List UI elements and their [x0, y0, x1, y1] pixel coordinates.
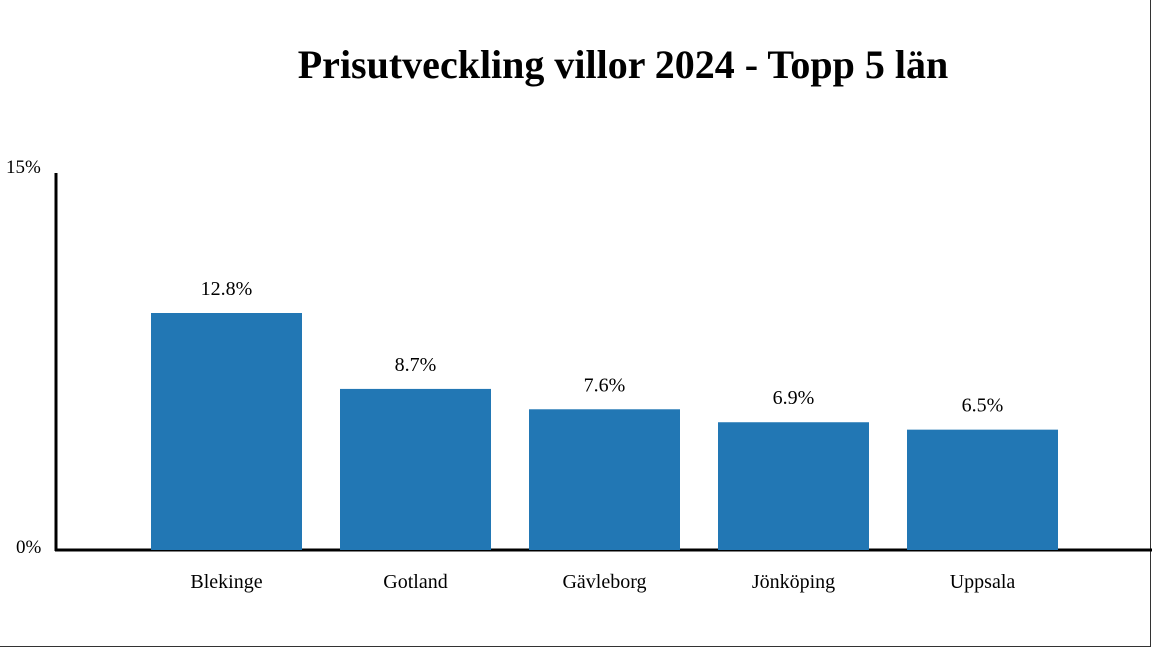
- x-tick-label: Jönköping: [752, 571, 835, 593]
- chart-title: Prisutveckling villor 2024 - Topp 5 län: [298, 42, 949, 87]
- data-label: 12.8%: [201, 278, 253, 300]
- bar-uppsala: [907, 429, 1058, 550]
- x-tick-label: Uppsala: [950, 571, 1016, 593]
- x-tick-label: Gotland: [383, 571, 447, 593]
- data-label: 6.9%: [773, 387, 815, 409]
- x-tick-label: Gävleborg: [562, 571, 646, 593]
- bar-gävleborg: [529, 409, 680, 550]
- y-tick-label-top: 15%: [6, 157, 41, 178]
- x-tick-label: Blekinge: [190, 571, 262, 593]
- bar-jönköping: [718, 422, 869, 550]
- bar-blekinge: [151, 313, 302, 550]
- data-label: 8.7%: [395, 354, 437, 376]
- data-label: 6.5%: [962, 395, 1004, 417]
- data-label: 7.6%: [584, 374, 626, 396]
- bar-gotland: [340, 388, 491, 550]
- y-tick-label-zero: 0%: [16, 537, 42, 558]
